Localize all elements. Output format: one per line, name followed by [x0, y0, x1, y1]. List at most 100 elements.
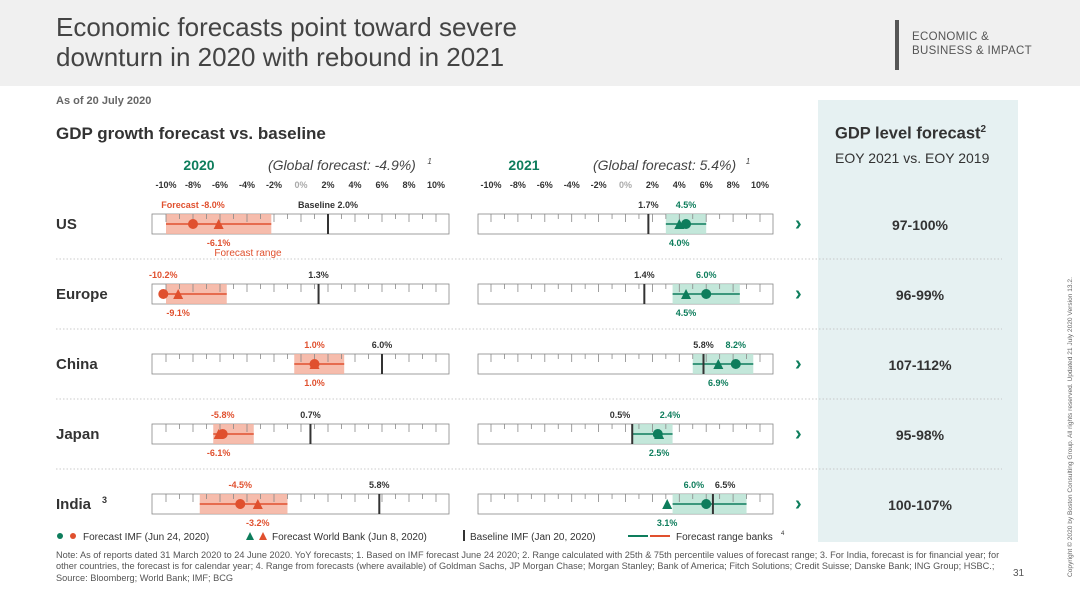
gdp-level-panel — [818, 100, 1018, 542]
world-bank-value-label-2020: -6.1% — [207, 448, 231, 458]
legend-imf-label: Forecast IMF (Jun 24, 2020) — [83, 532, 209, 543]
world-bank-marker-2020 — [252, 499, 263, 509]
forecast-range-label: Forecast range — [214, 248, 282, 259]
country-sup: 3 — [102, 495, 107, 505]
imf-forecast-marker-2021 — [652, 429, 663, 439]
panel-title-text: GDP level forecast — [835, 124, 981, 143]
imf-value-label-2021: 6.0% — [696, 270, 717, 280]
forecast-track-2020 — [151, 493, 450, 515]
axis-tick-label: 0% — [294, 180, 307, 190]
panel-title-sup: 2 — [980, 124, 987, 135]
axis-tick-label: -2% — [266, 180, 282, 190]
axis-tick-label: -4% — [239, 180, 255, 190]
baseline-value-label-2020: 0.7% — [300, 410, 321, 420]
legend-imf-green-icon — [57, 533, 63, 539]
baseline-value-label-2020: 5.8% — [369, 480, 390, 490]
baseline-value-label-2020: 1.3% — [308, 270, 329, 280]
axis-tick-label: 6% — [700, 180, 713, 190]
world-bank-value-label-2021: 4.0% — [669, 238, 690, 248]
world-bank-value-label-2021: 2.5% — [649, 448, 670, 458]
legend-imf-orange-icon — [70, 533, 76, 539]
panel-title: GDP level forecast2 — [835, 124, 986, 144]
axis-tick-label: -4% — [564, 180, 580, 190]
imf-value-label-2020: -10.2% — [149, 270, 178, 280]
axis-tick-label: 10% — [751, 180, 769, 190]
baseline-value-label-2021: 0.5% — [610, 410, 631, 420]
world-bank-value-label-2020: -9.1% — [166, 308, 190, 318]
imf-forecast-marker-2021 — [681, 219, 692, 229]
world-bank-marker-2021 — [662, 499, 673, 509]
axis-tick-label: 6% — [375, 180, 388, 190]
axis-tick-label: 8% — [727, 180, 740, 190]
country-label-japan: Japan — [56, 426, 99, 443]
axis-tick-label: 4% — [348, 180, 361, 190]
panel-subtitle: EOY 2021 vs. EOY 2019 — [835, 150, 990, 166]
imf-value-label-2020: 1.0% — [304, 340, 325, 350]
as-of-date: As of 20 July 2020 — [56, 95, 152, 107]
imf-forecast-marker-2020 — [158, 289, 169, 299]
copyright: Copyright © 2020 by Boston Consulting Gr… — [1067, 277, 1074, 577]
global-forecast-label-2021: (Global forecast: 5.4%) — [593, 157, 736, 173]
imf-value-label-2021: 2.4% — [660, 410, 681, 420]
imf-value-label-2020: -4.5% — [228, 480, 252, 490]
footnote: Note: As of reports dated 31 March 2020 … — [56, 550, 1000, 583]
world-bank-value-label-2020: 1.0% — [304, 378, 325, 388]
axis-tick-label: -10% — [155, 180, 176, 190]
imf-value-label-2021: 4.5% — [676, 200, 697, 210]
world-bank-value-label-2021: 4.5% — [676, 308, 697, 318]
country-label-china: China — [56, 356, 98, 373]
world-bank-value-label-2021: 6.9% — [708, 378, 729, 388]
axis-tick-label: 0% — [619, 180, 632, 190]
brand-line-2: BUSINESS & IMPACT — [912, 45, 1032, 57]
imf-forecast-marker-2020 — [217, 429, 228, 439]
baseline-value-label-2021: 1.7% — [638, 200, 659, 210]
country-label-us: US — [56, 216, 77, 233]
world-bank-marker-2020 — [213, 219, 224, 229]
axis-tick-label: -6% — [537, 180, 553, 190]
imf-forecast-marker-2021 — [730, 359, 741, 369]
axis-tick-label: 10% — [427, 180, 445, 190]
brand-label: ECONOMIC & BUSINESS & IMPACT — [912, 30, 1032, 58]
world-bank-marker-2021 — [681, 289, 692, 299]
world-bank-marker-2021 — [713, 359, 724, 369]
chevron-right-icon: › — [795, 493, 802, 515]
axis-tick-label: -2% — [591, 180, 607, 190]
axis-tick-label: -6% — [212, 180, 228, 190]
global-forecast-label-2020: (Global forecast: -4.9%) — [268, 157, 416, 173]
global-forecast-sup-2020: 1 — [427, 157, 431, 166]
world-bank-value-label-2020: -6.1% — [207, 238, 231, 248]
gdp-level-value: 107-112% — [888, 357, 952, 373]
legend-range-label: Forecast range banks — [676, 532, 773, 543]
imf-value-label-2020: Forecast -8.0% — [161, 200, 225, 210]
baseline-value-label-2021: 5.8% — [693, 340, 714, 350]
axis-tick-label: 4% — [673, 180, 686, 190]
imf-forecast-marker-2020 — [235, 499, 246, 509]
global-forecast-sup-2021: 1 — [746, 157, 750, 166]
imf-value-label-2021: 8.2% — [726, 340, 747, 350]
chevron-right-icon: › — [795, 423, 802, 445]
world-bank-value-label-2021: 3.1% — [657, 518, 678, 528]
title-line-2: downturn in 2020 with rebound in 2021 — [56, 42, 505, 72]
baseline-value-label-2020: 6.0% — [372, 340, 393, 350]
country-label-europe: Europe — [56, 286, 108, 303]
baseline-value-label-2020: Baseline 2.0% — [298, 200, 358, 210]
gdp-level-value: 100-107% — [888, 497, 952, 513]
chevron-right-icon: › — [795, 283, 802, 305]
world-bank-marker-2020 — [173, 289, 184, 299]
title-line-1: Economic forecasts point toward severe — [56, 12, 517, 42]
imf-forecast-marker-2020 — [188, 219, 198, 229]
country-label-india: India — [56, 496, 92, 513]
legend-world-bank-orange-icon — [259, 532, 267, 540]
imf-forecast-marker-2020 — [309, 359, 320, 369]
baseline-value-label-2021: 6.5% — [715, 480, 736, 490]
page-number: 31 — [1013, 568, 1025, 579]
page-title: Economic forecasts point toward severe d… — [56, 12, 656, 72]
brand-divider — [895, 20, 899, 70]
forecast-track-2020 — [151, 423, 450, 445]
imf-forecast-marker-2021 — [701, 289, 712, 299]
header-band — [0, 0, 1080, 86]
imf-forecast-marker-2021 — [701, 499, 712, 509]
axis-tick-label: -8% — [185, 180, 201, 190]
axis-tick-label: -10% — [480, 180, 501, 190]
